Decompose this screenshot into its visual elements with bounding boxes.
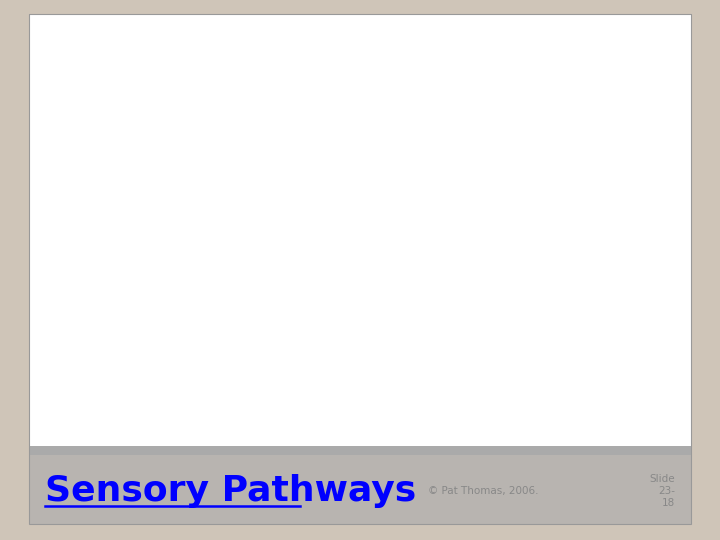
Text: crude touch: crude touch [97,235,156,245]
Text: Hand: Hand [235,68,262,78]
Ellipse shape [304,318,337,348]
Text: Pain
receptor: Pain receptor [119,372,157,391]
Ellipse shape [423,214,456,245]
Text: Pressure receptor
- crude touch: Pressure receptor - crude touch [191,381,271,401]
Polygon shape [320,208,439,255]
Text: Trunk: Trunk [343,49,372,59]
Ellipse shape [393,178,486,212]
Ellipse shape [314,50,433,89]
Ellipse shape [393,29,526,68]
Text: pain, temperature: pain, temperature [97,204,186,214]
Text: Lateral spinothalamic tract -: Lateral spinothalamic tract - [91,192,229,202]
Text: Posterior column: Posterior column [217,306,306,316]
Text: Major Sensory Pathways: Major Sensory Pathways [48,170,192,180]
Text: Spinothalamic tract: Spinothalamic tract [453,314,549,325]
Text: Lateral: Lateral [458,338,492,347]
Text: Fingers: Fingers [210,80,248,91]
Polygon shape [333,255,426,307]
Ellipse shape [333,305,426,361]
Ellipse shape [594,109,669,160]
Text: Hip: Hip [339,61,356,71]
Text: Anterior spinothalamic tract -: Anterior spinothalamic tract - [91,223,235,233]
Ellipse shape [364,106,410,128]
Text: Anterior: Anterior [458,326,498,336]
Ellipse shape [486,39,605,75]
Text: Face: Face [212,93,235,104]
Ellipse shape [567,64,657,110]
Ellipse shape [571,154,639,201]
Text: Posterior (dorsal) columns -: Posterior (dorsal) columns - [91,254,225,264]
Ellipse shape [300,22,685,212]
Text: Tongue: Tongue [190,119,228,130]
Ellipse shape [58,329,118,376]
Text: Toes: Toes [328,97,351,107]
Text: Medulla: Medulla [446,279,487,288]
Text: Sensory Pathways: Sensory Pathways [45,474,416,508]
Ellipse shape [347,96,466,156]
Text: Foot: Foot [331,85,354,95]
Ellipse shape [304,258,337,296]
Ellipse shape [284,99,356,144]
Ellipse shape [500,181,591,217]
Text: Fine
touch
receptor: Fine touch receptor [59,312,98,342]
Text: © Pat Thomas, 2006.: © Pat Thomas, 2006. [428,486,539,496]
Text: Posterior root of
the spinal cord: Posterior root of the spinal cord [284,379,363,401]
Text: Knee: Knee [333,73,359,83]
FancyBboxPatch shape [52,325,390,379]
Text: Slide
23-
18: Slide 23- 18 [649,474,675,508]
Text: Lips: Lips [208,106,229,117]
Text: Arm: Arm [256,55,278,65]
Text: fine touch: fine touch [97,266,146,276]
Ellipse shape [300,212,340,247]
Text: Thalamus: Thalamus [409,131,507,152]
Ellipse shape [423,318,456,348]
Text: Pons: Pons [449,227,474,237]
Ellipse shape [380,109,446,160]
Ellipse shape [305,148,389,190]
